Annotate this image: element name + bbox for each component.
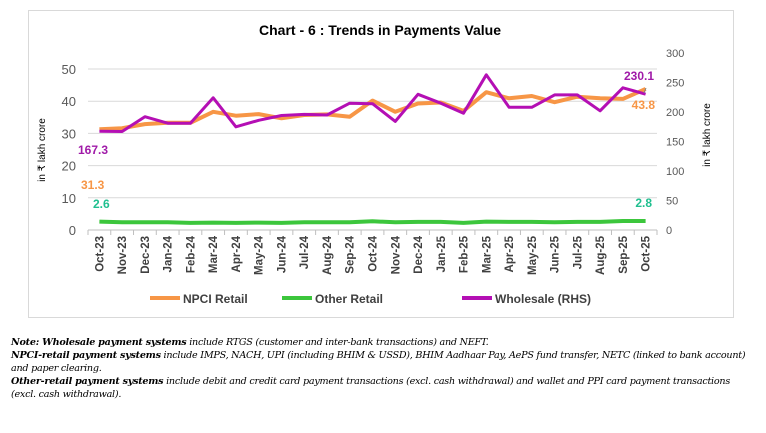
note-text: include IMPS, NACH, UPI (including BHIM … <box>11 350 746 374</box>
data-label-other-last: 2.8 <box>635 196 652 210</box>
x-tick-label: Jan-24 <box>163 235 175 272</box>
x-tick-label: Nov-24 <box>390 235 402 274</box>
x-tick-label: Oct-24 <box>368 235 380 271</box>
x-tick-label: Oct-23 <box>94 236 106 272</box>
note-line: Other-retail payment systems include deb… <box>11 375 756 401</box>
x-tick-label: Jul-25 <box>572 235 584 269</box>
legend-label: Wholesale (RHS) <box>495 292 591 306</box>
note-text: include RTGS (customer and inter-bank tr… <box>186 337 489 348</box>
note-term: NPCI-retail payment systems <box>11 350 161 361</box>
chart-notes: Note: Wholesale payment systems include … <box>11 336 756 401</box>
x-tick-label: Feb-25 <box>459 235 471 273</box>
x-tick-label: Aug-25 <box>595 235 607 275</box>
series-line-wholesale-rhs- <box>99 73 647 133</box>
y-left-tick-label: 0 <box>69 223 76 238</box>
y-left-tick-label: 40 <box>62 94 76 109</box>
note-term: Other-retail payment systems <box>11 376 164 387</box>
y-left-tick-label: 30 <box>62 126 76 141</box>
chart-title: Chart - 6 : Trends in Payments Value <box>259 22 501 38</box>
legend-label: Other Retail <box>315 292 383 306</box>
y-left-tick-label: 50 <box>62 62 76 77</box>
note-line: NPCI-retail payment systems include IMPS… <box>11 349 756 375</box>
series-line-other-retail <box>99 219 646 225</box>
x-tick-label: Jul-24 <box>299 235 311 269</box>
x-tick-label: May-25 <box>527 235 539 275</box>
note-line: Note: Wholesale payment systems include … <box>11 336 756 349</box>
y-right-tick-label: 300 <box>666 48 684 60</box>
x-tick-label: Dec-23 <box>140 236 152 274</box>
x-tick-label: Mar-25 <box>481 235 493 273</box>
chart-frame <box>28 10 734 318</box>
y-left-axis-label: in ₹ lakh crore <box>37 118 48 182</box>
note-text: include debit and credit card payment tr… <box>11 376 731 400</box>
y-right-tick-label: 50 <box>666 196 678 208</box>
x-tick-label: Nov-23 <box>117 236 129 274</box>
x-tick-label: Jan-25 <box>436 235 448 272</box>
x-tick-label: May-24 <box>254 235 266 275</box>
x-tick-label: Sep-25 <box>618 235 630 273</box>
x-tick-label: Aug-24 <box>322 235 334 275</box>
x-tick-label: Jun-24 <box>276 235 288 273</box>
y-right-tick-label: 0 <box>666 225 672 237</box>
y-right-axis-label: in ₹ lakh crore <box>702 103 713 167</box>
leader-line <box>643 87 647 94</box>
y-left-tick-label: 20 <box>62 159 76 174</box>
x-tick-label: Oct-25 <box>641 235 653 271</box>
payments-value-chart: Chart - 6 : Trends in Payments Value 0 10… <box>28 10 734 318</box>
data-label-wholesale-first: 167.3 <box>78 143 108 157</box>
x-tick-label: Sep-24 <box>345 235 357 273</box>
data-label-wholesale-last: 230.1 <box>624 69 654 83</box>
note-term: Note: Wholesale payment systems <box>11 337 187 348</box>
y-right-tick-label: 200 <box>666 107 684 119</box>
y-right-tick-label: 250 <box>666 78 684 90</box>
data-label-other-first: 2.6 <box>93 197 110 211</box>
x-tick-label: Apr-24 <box>231 235 243 272</box>
x-tick-label: Apr-25 <box>504 235 516 272</box>
x-tick-label: Feb-24 <box>185 235 197 273</box>
x-tick-label: Jun-25 <box>550 235 562 273</box>
data-label-npci-first: 31.3 <box>81 178 105 192</box>
y-right-tick-label: 100 <box>666 166 684 178</box>
y-left-tick-label: 10 <box>62 191 76 206</box>
data-label-npci-last: 43.8 <box>632 98 656 112</box>
y-right-tick-label: 150 <box>666 137 684 149</box>
x-tick-label: Dec-24 <box>413 235 425 273</box>
legend-label: NPCI Retail <box>183 292 248 306</box>
x-tick-label: Mar-24 <box>208 235 220 273</box>
